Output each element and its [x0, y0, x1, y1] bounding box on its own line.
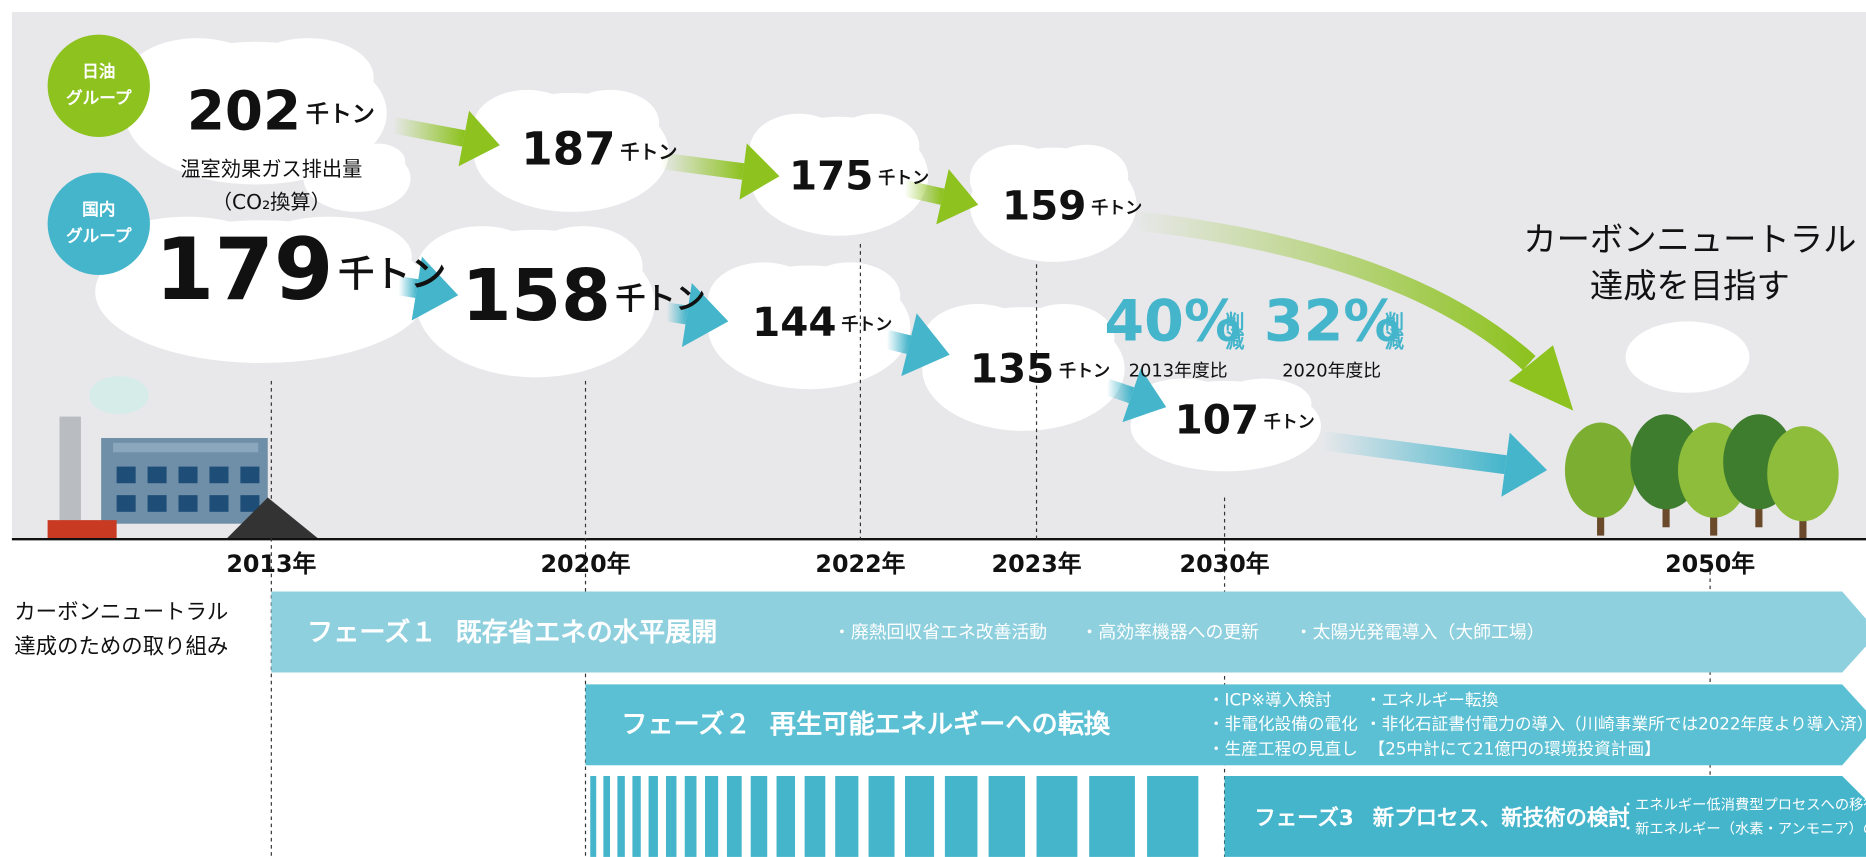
value-number: 144 [752, 298, 836, 346]
phase-stripe [685, 776, 697, 857]
phase-title: フェーズ3 [1254, 805, 1353, 831]
reduction-basis: 2013年度比 [1129, 360, 1228, 381]
phase-item: ・太陽光発電導入（大師工場） [1295, 622, 1545, 643]
phase-item: ・生産工程の見直し [1208, 739, 1358, 758]
phase-title: フェーズ１ [307, 617, 437, 648]
group-label: 日油 [82, 61, 115, 81]
cloud [1626, 321, 1750, 392]
phase-stripe [869, 776, 895, 857]
year-label: 2050年 [1665, 550, 1755, 578]
reduction-label: 削減 [1222, 311, 1244, 351]
phase-name: 既存省エネの水平展開 [456, 618, 718, 648]
phase-stripe [989, 776, 1025, 857]
phase-stripe [905, 776, 934, 857]
phase-title: フェーズ２ [621, 708, 751, 739]
group-label: 国内 [82, 199, 115, 219]
value-unit: 千トン [1091, 198, 1142, 218]
phase-item: 【25中計にて21億円の環境投資計画】 [1369, 739, 1661, 758]
phase-stripe [1037, 776, 1078, 857]
group-badge [48, 35, 150, 137]
goal-label: 達成を目指す [1590, 267, 1790, 306]
value-number: 107 [1175, 396, 1259, 444]
value-number: 159 [1002, 181, 1086, 229]
value-number: 135 [970, 344, 1054, 392]
phase-stripe [945, 776, 978, 857]
reduction-basis: 2020年度比 [1282, 360, 1381, 381]
phase-item: ・エネルギー低消費型プロセスへの移行 [1621, 797, 1866, 814]
infographic: 2013年2020年2022年2023年2030年2050年 日油グループ国内グ… [0, 0, 1866, 857]
emissions-label: （CO₂換算） [212, 190, 331, 214]
phase-item: ・非化石証書付電力の導入（川崎事業所では2022年度より導入済） [1365, 714, 1866, 733]
phase-stripe [835, 776, 858, 857]
phase-stripe [777, 776, 795, 857]
tree-crown [1565, 423, 1636, 518]
phase-stripe [617, 776, 624, 857]
phase-stripe [1147, 776, 1198, 857]
year-label: 2023年 [992, 550, 1082, 578]
phase-stripe [805, 776, 826, 857]
phase-name: 新プロセス、新技術の検討 [1373, 805, 1630, 831]
goal-label: カーボンニュートラル [1523, 220, 1856, 259]
value-number: 202 [187, 78, 301, 142]
group-badge [48, 173, 150, 275]
phase-item: ・新エネルギー（水素・アンモニア）の活用 [1621, 821, 1866, 838]
phase-stripe [666, 776, 676, 857]
phase-heading: フェーズ3 新プロセス、新技術の検討 [1254, 805, 1629, 831]
value-unit: 千トン [841, 315, 892, 335]
reduction-value: 32% [1264, 289, 1401, 355]
arrow-shaft [904, 188, 942, 197]
phase-stripe [632, 776, 640, 857]
value-unit: 千トン [620, 141, 677, 163]
value-unit: 千トン [306, 101, 375, 127]
phase-item: ・高効率機器への更新 [1081, 622, 1260, 643]
reduction-label: 削減 [1382, 311, 1404, 351]
year-label: 2030年 [1180, 550, 1270, 578]
year-label: 2013年 [226, 550, 316, 578]
arrow-shaft [1107, 387, 1132, 395]
initiatives-label: 達成のための取り組み [14, 634, 228, 659]
value-unit: 千トン [338, 254, 446, 295]
emissions-label: 温室効果ガス排出量 [180, 157, 362, 181]
phase-item: ・ICP※導入検討 [1208, 691, 1332, 710]
value-number: 187 [521, 122, 615, 175]
phase-stripe [1089, 776, 1135, 857]
phase-item: ・非電化設備の電化 [1208, 714, 1358, 733]
phase-heading: フェーズ２ 再生可能エネルギーへの転換 [621, 708, 1111, 739]
phase-stripe [590, 776, 596, 857]
phase-stripe [705, 776, 718, 857]
value-unit: 千トン [616, 281, 706, 316]
phase-stripe [751, 776, 768, 857]
tree-crown [1767, 426, 1838, 521]
value-unit: 千トン [1264, 413, 1315, 433]
phase-stripe [649, 776, 658, 857]
reduction-value: 40% [1104, 289, 1241, 355]
year-label: 2020年 [540, 550, 630, 578]
value-unit: 千トン [1059, 361, 1110, 381]
year-label: 2022年 [815, 550, 905, 578]
value-number: 158 [462, 254, 611, 337]
group-label: グループ [66, 87, 132, 107]
value-number: 175 [789, 152, 873, 200]
phase-stripe [727, 776, 742, 857]
phase-stripe [603, 776, 610, 857]
initiatives-label: カーボンニュートラル [14, 600, 228, 625]
phase-heading: フェーズ１ 既存省エネの水平展開 [307, 617, 717, 648]
phase-name: 再生可能エネルギーへの転換 [770, 708, 1111, 739]
phase-item: ・エネルギー転換 [1365, 691, 1499, 710]
arrow-shaft [887, 339, 909, 344]
value-unit: 千トン [878, 169, 929, 189]
value-number: 179 [155, 221, 334, 321]
group-label: グループ [66, 225, 132, 245]
phase-item: ・廃熱回収省エネ改善活動 [833, 622, 1047, 643]
